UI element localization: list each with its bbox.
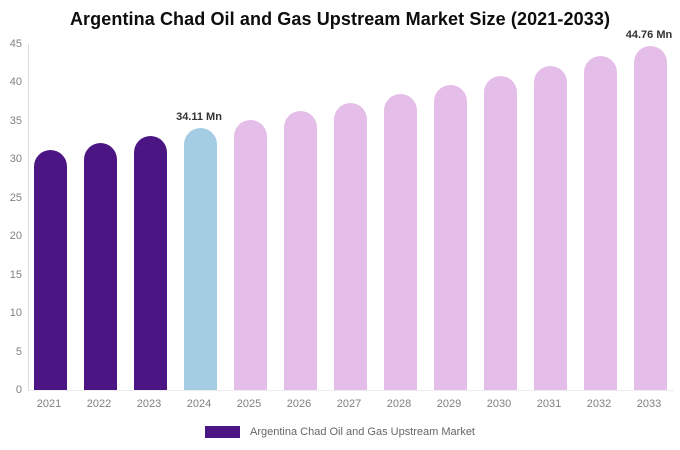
x-tick-label: 2030	[486, 398, 512, 410]
y-tick-label: 20	[9, 230, 22, 243]
x-tick-label: 2033	[636, 398, 662, 410]
bar-2024[interactable]	[183, 127, 217, 390]
y-tick-label: 30	[9, 153, 22, 166]
y-tick-label: 15	[9, 268, 22, 281]
y-tick-label: 0	[15, 384, 22, 396]
legend-swatch	[205, 426, 240, 438]
x-tick-label: 2024	[186, 398, 212, 410]
x-tick-label: 2027	[336, 398, 362, 410]
bar-2026[interactable]	[283, 111, 317, 390]
x-tick-label: 2025	[236, 398, 262, 410]
x-tick-label: 2029	[436, 398, 462, 410]
x-tick-label: 2031	[536, 398, 562, 410]
x-tick-label: 2032	[586, 398, 612, 410]
bar-2021[interactable]	[33, 150, 67, 390]
bar-2025[interactable]	[233, 119, 267, 390]
value-label-2024: 34.11 Mn	[176, 110, 222, 123]
y-tick-label: 45	[9, 38, 22, 50]
x-tick-label: 2026	[286, 398, 312, 410]
bar-2033[interactable]	[633, 45, 667, 390]
x-tick-label: 2021	[36, 398, 62, 410]
bar-2031[interactable]	[533, 66, 567, 390]
bar-2029[interactable]	[433, 85, 467, 390]
value-label-2033: 44.76 Mn	[625, 28, 673, 41]
legend-item[interactable]: Argentina Chad Oil and Gas Upstream Mark…	[0, 426, 680, 438]
bar-2028[interactable]	[383, 94, 417, 390]
y-tick-label: 25	[9, 191, 22, 204]
bar-2032[interactable]	[583, 56, 617, 390]
x-tick-label: 2022	[86, 398, 112, 410]
bar-2030[interactable]	[483, 75, 517, 390]
x-tick-label: 2028	[386, 398, 412, 410]
plot-area	[28, 44, 674, 391]
bar-2022[interactable]	[83, 143, 117, 390]
bar-2027[interactable]	[333, 102, 367, 390]
y-tick-label: 40	[9, 76, 22, 89]
x-tick-label: 2023	[136, 398, 162, 410]
chart-title: Argentina Chad Oil and Gas Upstream Mark…	[69, 9, 611, 29]
bar-2023[interactable]	[133, 135, 167, 390]
legend-label: Argentina Chad Oil and Gas Upstream Mark…	[250, 426, 475, 438]
y-tick-label: 5	[15, 345, 22, 358]
y-tick-label: 10	[9, 307, 22, 320]
y-tick-label: 35	[9, 114, 22, 127]
